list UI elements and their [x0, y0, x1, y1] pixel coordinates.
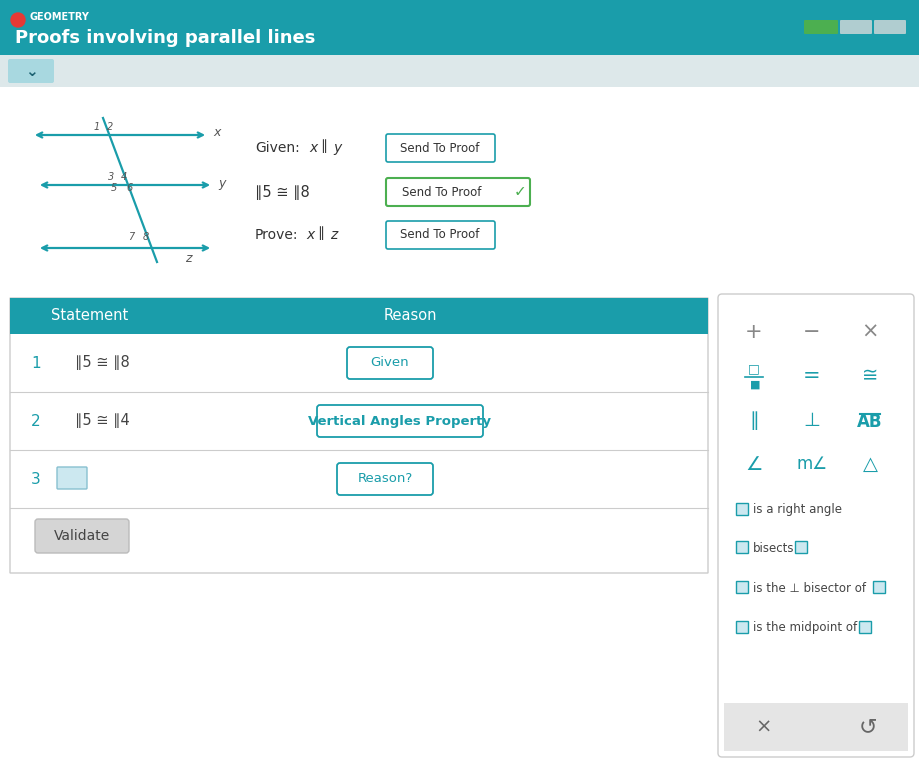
Text: z: z — [330, 228, 337, 242]
Text: 5: 5 — [111, 183, 117, 193]
FancyBboxPatch shape — [386, 134, 494, 162]
Text: Given: Given — [370, 356, 409, 369]
Text: ×: × — [755, 717, 771, 737]
Text: 3: 3 — [108, 172, 114, 182]
Text: is a right angle: is a right angle — [752, 503, 841, 516]
Text: 2: 2 — [107, 122, 113, 132]
Text: Send To Proof: Send To Proof — [402, 186, 482, 199]
FancyBboxPatch shape — [10, 298, 708, 334]
Text: Reason: Reason — [383, 308, 437, 323]
FancyBboxPatch shape — [794, 541, 806, 553]
Text: Prove:: Prove: — [255, 228, 298, 242]
Text: y: y — [218, 176, 225, 189]
Text: Given:: Given: — [255, 141, 300, 155]
Text: ⊥: ⊥ — [802, 410, 820, 430]
FancyBboxPatch shape — [0, 0, 919, 55]
FancyBboxPatch shape — [803, 20, 837, 34]
FancyBboxPatch shape — [386, 221, 494, 249]
FancyBboxPatch shape — [858, 621, 870, 633]
Text: AB: AB — [857, 413, 882, 431]
Text: Reason?: Reason? — [357, 472, 413, 485]
Text: ∥5 ≅ ∥4: ∥5 ≅ ∥4 — [75, 414, 130, 428]
Text: +: + — [744, 322, 762, 342]
FancyBboxPatch shape — [0, 55, 919, 87]
FancyBboxPatch shape — [336, 463, 433, 495]
Text: Validate: Validate — [54, 529, 110, 543]
FancyBboxPatch shape — [735, 503, 747, 515]
Text: x: x — [213, 127, 221, 139]
Text: ∥: ∥ — [317, 226, 323, 240]
Text: Proofs involving parallel lines: Proofs involving parallel lines — [15, 29, 315, 47]
FancyBboxPatch shape — [386, 178, 529, 206]
Text: 7: 7 — [128, 232, 134, 242]
Text: ⌄: ⌄ — [25, 63, 38, 79]
Text: is the midpoint of: is the midpoint of — [752, 621, 857, 635]
Text: m∠: m∠ — [796, 455, 827, 473]
Text: y: y — [333, 141, 341, 155]
Text: Send To Proof: Send To Proof — [400, 141, 479, 155]
Text: is the ⊥ bisector of: is the ⊥ bisector of — [752, 581, 865, 594]
Text: ×: × — [860, 322, 878, 342]
FancyBboxPatch shape — [723, 703, 907, 751]
FancyBboxPatch shape — [346, 347, 433, 379]
Text: x: x — [306, 228, 314, 242]
FancyBboxPatch shape — [57, 467, 87, 489]
Text: ≅: ≅ — [861, 366, 878, 386]
Text: ↺: ↺ — [857, 717, 877, 737]
Circle shape — [11, 13, 25, 27]
Text: ∥5 ≅ ∥8: ∥5 ≅ ∥8 — [255, 185, 310, 199]
Text: Vertical Angles Property: Vertical Angles Property — [308, 414, 491, 427]
Text: bisects: bisects — [752, 542, 794, 554]
FancyBboxPatch shape — [735, 621, 747, 633]
Text: ∥5 ≅ ∥8: ∥5 ≅ ∥8 — [75, 356, 130, 370]
FancyBboxPatch shape — [735, 541, 747, 553]
Text: 6: 6 — [126, 183, 132, 193]
Text: 3: 3 — [31, 472, 40, 486]
Text: ∥: ∥ — [748, 410, 758, 430]
Text: 2: 2 — [31, 414, 40, 428]
FancyBboxPatch shape — [8, 59, 54, 83]
Text: 8: 8 — [142, 232, 149, 242]
Text: x: x — [309, 141, 317, 155]
Text: 1: 1 — [31, 356, 40, 370]
Text: □: □ — [747, 363, 759, 376]
FancyBboxPatch shape — [839, 20, 871, 34]
Text: Send To Proof: Send To Proof — [400, 229, 479, 241]
Text: ∠: ∠ — [744, 455, 762, 474]
Text: ✓: ✓ — [513, 185, 526, 199]
FancyBboxPatch shape — [35, 519, 129, 553]
FancyBboxPatch shape — [873, 20, 905, 34]
FancyBboxPatch shape — [735, 581, 747, 593]
Text: △: △ — [862, 455, 877, 474]
Text: ■: ■ — [749, 380, 759, 390]
Text: 1: 1 — [94, 122, 100, 132]
Text: 4: 4 — [121, 172, 127, 182]
Text: Statement: Statement — [51, 308, 129, 323]
FancyBboxPatch shape — [317, 405, 482, 437]
FancyBboxPatch shape — [10, 298, 708, 573]
Text: −: − — [802, 322, 820, 342]
Text: ∥: ∥ — [320, 139, 326, 153]
Text: z: z — [185, 251, 191, 264]
Text: GEOMETRY: GEOMETRY — [30, 12, 90, 22]
Text: =: = — [802, 366, 820, 386]
FancyBboxPatch shape — [872, 581, 884, 593]
FancyBboxPatch shape — [717, 294, 913, 757]
